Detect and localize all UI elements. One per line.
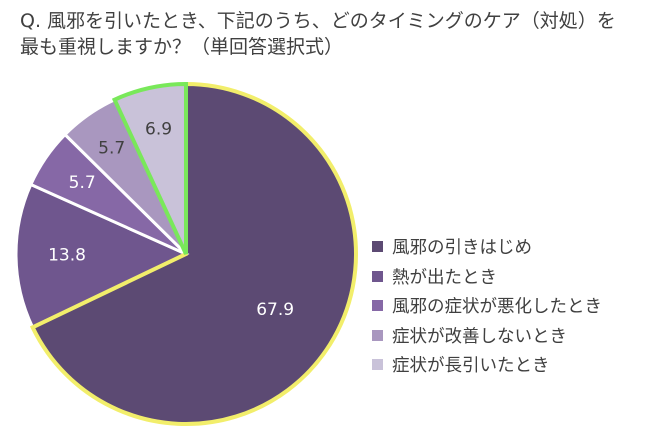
legend-item-5: 症状が長引いたとき	[372, 350, 602, 380]
legend-label: 症状が改善しないとき	[392, 326, 567, 347]
pie-slice-2	[14, 182, 190, 330]
legend-label: 症状が長引いたとき	[392, 356, 550, 377]
legend-item-2: 熱が出たとき	[372, 262, 602, 292]
legend-item-3: 風邪の症状が悪化したとき	[372, 291, 602, 321]
legend-swatch	[372, 359, 383, 371]
legend-item-4: 症状が改善しないとき	[372, 321, 602, 351]
title-line-2: 最も重視しますか？（単回答選択式）	[20, 36, 344, 58]
legend-swatch	[372, 270, 383, 282]
title-line-1: Q. 風邪を引いたとき、下記のうち、どのタイミングのケア（対処）を	[20, 10, 616, 32]
chart-legend: 風邪の引きはじめ 熱が出たとき風邪の症状が悪化したとき 症状が改善しないとき 症状が長…	[372, 232, 602, 380]
slice-value-label-1: 67.9	[256, 300, 294, 320]
slice-value-label-2: 13.8	[48, 245, 86, 265]
legend-label: 熱が出たとき	[392, 267, 497, 288]
legend-item-1: 風邪の引きはじめ	[372, 232, 602, 262]
slice-value-label-4: 5.7	[98, 138, 125, 158]
legend-swatch	[372, 329, 383, 341]
pie-slice-highlight-5	[111, 81, 188, 255]
chart-title: Q. 風邪を引いたとき、下記のうち、どのタイミングのケア（対処）を 最も重視しま…	[20, 8, 640, 60]
slice-value-label-5: 6.9	[145, 119, 172, 139]
legend-label: 風邪の症状が悪化したとき	[392, 297, 602, 318]
pie-slice-highlight-1	[29, 81, 358, 426]
legend-label: 風邪の引きはじめ	[392, 238, 532, 259]
slice-value-label-3: 5.7	[69, 173, 96, 193]
legend-swatch	[372, 241, 383, 253]
legend-swatch	[372, 300, 383, 312]
